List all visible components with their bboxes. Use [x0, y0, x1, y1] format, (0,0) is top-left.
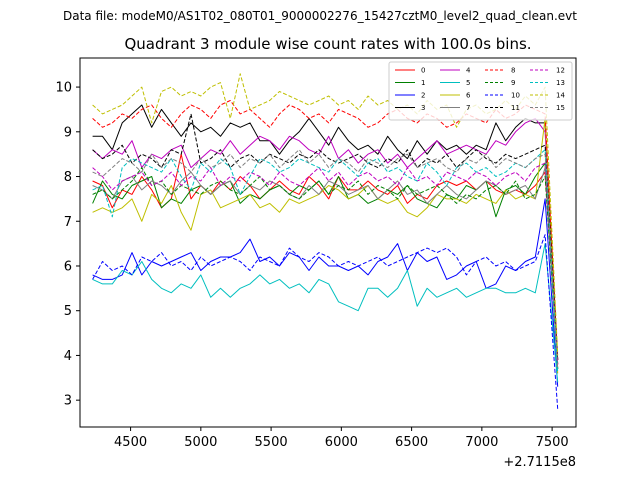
- y-tick-label: 6: [64, 259, 72, 274]
- legend-label-15: 15: [556, 104, 565, 112]
- y-tick-label: 10: [55, 81, 72, 96]
- series-line-13: [92, 149, 559, 374]
- legend-label-6: 6: [466, 92, 471, 100]
- legend-label-4: 4: [466, 67, 471, 75]
- legend-label-2: 2: [421, 92, 425, 100]
- legend-label-9: 9: [511, 79, 515, 87]
- y-tick-label: 3: [64, 394, 72, 409]
- legend-label-1: 1: [421, 79, 425, 87]
- legend-label-0: 0: [421, 67, 425, 75]
- legend-label-14: 14: [556, 92, 565, 100]
- legend-label-5: 5: [466, 79, 470, 87]
- legend-label-12: 12: [556, 67, 565, 75]
- x-tick-label: 4500: [114, 435, 147, 450]
- y-tick-label: 4: [64, 349, 72, 364]
- y-tick-label: 5: [64, 304, 72, 319]
- series-line-10: [92, 234, 559, 410]
- series-line-11: [92, 113, 559, 360]
- y-tick-label: 7: [64, 215, 72, 230]
- legend-label-13: 13: [556, 79, 565, 87]
- y-tick-label: 9: [64, 125, 72, 140]
- series-layer: [92, 73, 559, 410]
- x-tick-label: 7000: [465, 435, 498, 450]
- x-tick-label: 6000: [325, 435, 358, 450]
- chart-title: Quadrant 3 module wise count rates with …: [124, 35, 531, 53]
- legend-label-10: 10: [511, 92, 520, 100]
- series-line-3: [92, 104, 559, 360]
- legend-label-8: 8: [511, 67, 515, 75]
- legend-label-3: 3: [421, 104, 425, 112]
- axis-ticks: 4500 5000 5500 6000 6500 7000 7500 3 4 5 6 7 8 9 10: [55, 81, 568, 450]
- x-tick-label: 5500: [255, 435, 288, 450]
- y-tick-label: 8: [64, 170, 72, 185]
- series-line-12: [92, 162, 559, 365]
- x-tick-label: 6500: [395, 435, 428, 450]
- suptitle: Data file: modeM0/AS1T02_080T01_90000022…: [63, 9, 577, 23]
- legend-box: [388, 61, 573, 121]
- series-line-6: [92, 117, 559, 374]
- x-tick-label: 5000: [184, 435, 217, 450]
- legend-label-7: 7: [466, 104, 470, 112]
- legend-label-11: 11: [511, 104, 520, 112]
- series-line-15: [92, 149, 559, 369]
- series-line-7: [92, 167, 559, 369]
- x-offset-label: +2.7115e8: [503, 455, 576, 470]
- series-line-2: [92, 198, 559, 387]
- series-line-5: [92, 243, 559, 383]
- series-line-4: [92, 117, 559, 365]
- plot-frame: [79, 57, 577, 428]
- x-tick-label: 7500: [536, 435, 569, 450]
